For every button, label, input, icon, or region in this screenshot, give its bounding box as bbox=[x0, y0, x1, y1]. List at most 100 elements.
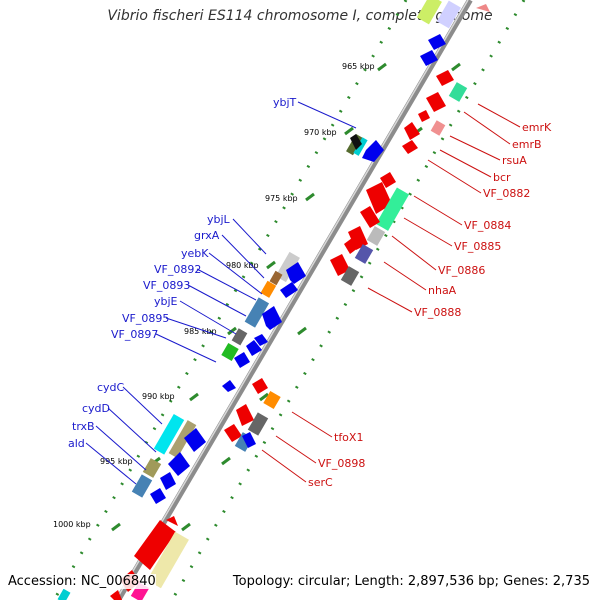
ruler-label-965: 965 kbp bbox=[342, 62, 375, 71]
gene-block bbox=[231, 328, 248, 346]
gene-arrow bbox=[246, 340, 262, 356]
gene-arrow bbox=[280, 282, 298, 298]
ruler-label-975: 975 kbp bbox=[265, 194, 298, 203]
gene-block bbox=[448, 82, 468, 102]
gene-label-rsuA[interactable]: rsuA bbox=[502, 154, 527, 167]
gene-arrow bbox=[436, 70, 454, 86]
gene-block bbox=[416, 0, 442, 25]
gene-arrow bbox=[222, 380, 236, 392]
gene-block bbox=[340, 266, 360, 286]
gene-block bbox=[131, 474, 153, 498]
map-title: Vibrio fischeri ES114 chromosome I, comp… bbox=[107, 8, 493, 24]
gene-block bbox=[147, 531, 189, 589]
right-gene-labels: emrK emrB rsuA bcr VF_0882 VF_0884 VF_08… bbox=[308, 121, 552, 489]
gene-arrow bbox=[286, 262, 306, 284]
ruler-label-985: 985 kbp bbox=[184, 327, 217, 336]
gene-block bbox=[244, 297, 270, 328]
gene-block bbox=[263, 390, 281, 410]
gene-label-VF_0882[interactable]: VF_0882 bbox=[483, 187, 530, 200]
topology-text: Topology: circular; Length: 2,897,536 bp… bbox=[232, 574, 590, 589]
gene-block bbox=[436, 0, 461, 29]
gene-block bbox=[366, 226, 386, 246]
gene-arrow bbox=[134, 520, 176, 570]
gene-label-cydC[interactable]: cydC bbox=[97, 381, 125, 394]
gene-label-VF_0892[interactable]: VF_0892 bbox=[154, 263, 201, 276]
gene-label-ybjT[interactable]: ybjT bbox=[273, 96, 297, 109]
gene-label-serC[interactable]: serC bbox=[308, 476, 333, 489]
gene-label-VF_0898[interactable]: VF_0898 bbox=[318, 457, 365, 470]
gene-label-VF_0884[interactable]: VF_0884 bbox=[464, 219, 511, 232]
gene-arrow bbox=[404, 122, 420, 140]
ruler-label-990: 990 kbp bbox=[142, 392, 175, 401]
forward-strand-features bbox=[131, 0, 490, 504]
gene-label-grxA[interactable]: grxA bbox=[194, 229, 220, 242]
ruler-label-970: 970 kbp bbox=[304, 128, 337, 137]
gene-block bbox=[260, 280, 277, 298]
gene-label-VF_0886[interactable]: VF_0886 bbox=[438, 264, 485, 277]
gene-block bbox=[168, 420, 197, 459]
gene-arrow bbox=[402, 140, 418, 154]
gene-label-VF_0885[interactable]: VF_0885 bbox=[454, 240, 501, 253]
gene-arrow bbox=[426, 92, 446, 112]
gene-block bbox=[354, 244, 374, 264]
gene-block bbox=[247, 412, 269, 436]
ruler-label-1000: 1000 kbp bbox=[53, 520, 91, 529]
gene-label-ald[interactable]: ald bbox=[68, 437, 85, 450]
gene-block bbox=[221, 342, 239, 362]
gene-block bbox=[353, 137, 368, 156]
left-label-leaders bbox=[85, 101, 357, 485]
chromosome-backbone bbox=[115, 0, 473, 600]
gene-arrow bbox=[350, 134, 362, 150]
gene-label-tfoX1[interactable]: tfoX1 bbox=[334, 431, 363, 444]
gene-label-ybjL[interactable]: ybjL bbox=[207, 213, 231, 226]
gene-label-bcr[interactable]: bcr bbox=[493, 171, 511, 184]
gene-arrow bbox=[168, 452, 190, 476]
gene-arrow bbox=[242, 432, 256, 448]
gene-label-yebK[interactable]: yebK bbox=[181, 247, 209, 260]
gene-arrow bbox=[330, 254, 350, 276]
gene-arrow bbox=[254, 334, 268, 346]
gene-arrow bbox=[348, 226, 368, 250]
gene-arrow bbox=[380, 172, 396, 188]
reverse-strand-features bbox=[57, 70, 468, 600]
gene-arrow bbox=[236, 404, 254, 426]
gene-label-cydD[interactable]: cydD bbox=[82, 402, 110, 415]
gene-arrow bbox=[366, 182, 392, 214]
gene-arrow bbox=[360, 206, 380, 228]
gene-block bbox=[375, 187, 410, 231]
gene-arrow bbox=[160, 472, 176, 490]
gene-block bbox=[57, 588, 71, 600]
left-gene-labels: ybjT ybjL grxA yebK VF_0892 VF_0893 ybjE… bbox=[68, 96, 297, 450]
gene-arrow bbox=[252, 378, 268, 394]
chromosome-backbone-highlight bbox=[115, 0, 469, 600]
ruler-track-right bbox=[170, 0, 526, 600]
gene-arrow bbox=[110, 590, 122, 600]
gene-label-trxB[interactable]: trxB bbox=[72, 420, 95, 433]
gene-arrow bbox=[150, 488, 166, 504]
accession-text: Accession: NC_006840 bbox=[8, 574, 156, 589]
gene-arrow bbox=[224, 424, 242, 442]
gene-arrow bbox=[344, 238, 358, 254]
gene-arrow bbox=[418, 110, 430, 122]
ruler-label-995: 995 kbp bbox=[100, 457, 133, 466]
gene-arrow bbox=[184, 428, 206, 452]
ruler-label-980: 980 kbp bbox=[226, 261, 259, 270]
gene-arrow bbox=[428, 34, 446, 50]
gene-arrow bbox=[420, 50, 438, 66]
gene-label-nhaA[interactable]: nhaA bbox=[428, 284, 457, 297]
gene-label-VF_0897[interactable]: VF_0897 bbox=[111, 328, 158, 341]
gene-label-ybjE[interactable]: ybjE bbox=[154, 295, 178, 308]
gene-label-emrB[interactable]: emrB bbox=[512, 138, 542, 151]
gene-arrow bbox=[262, 306, 282, 330]
gene-label-VF_0895[interactable]: VF_0895 bbox=[122, 312, 169, 325]
gene-label-VF_0888[interactable]: VF_0888 bbox=[414, 306, 461, 319]
gene-block bbox=[142, 458, 162, 478]
right-label-leaders bbox=[261, 103, 521, 483]
gene-label-VF_0893[interactable]: VF_0893 bbox=[143, 279, 190, 292]
gene-arrow bbox=[476, 4, 490, 12]
gene-label-emrK[interactable]: emrK bbox=[522, 121, 552, 134]
gene-block bbox=[153, 413, 185, 455]
ruler-track-left bbox=[52, 0, 408, 600]
gene-arrow bbox=[362, 140, 384, 162]
